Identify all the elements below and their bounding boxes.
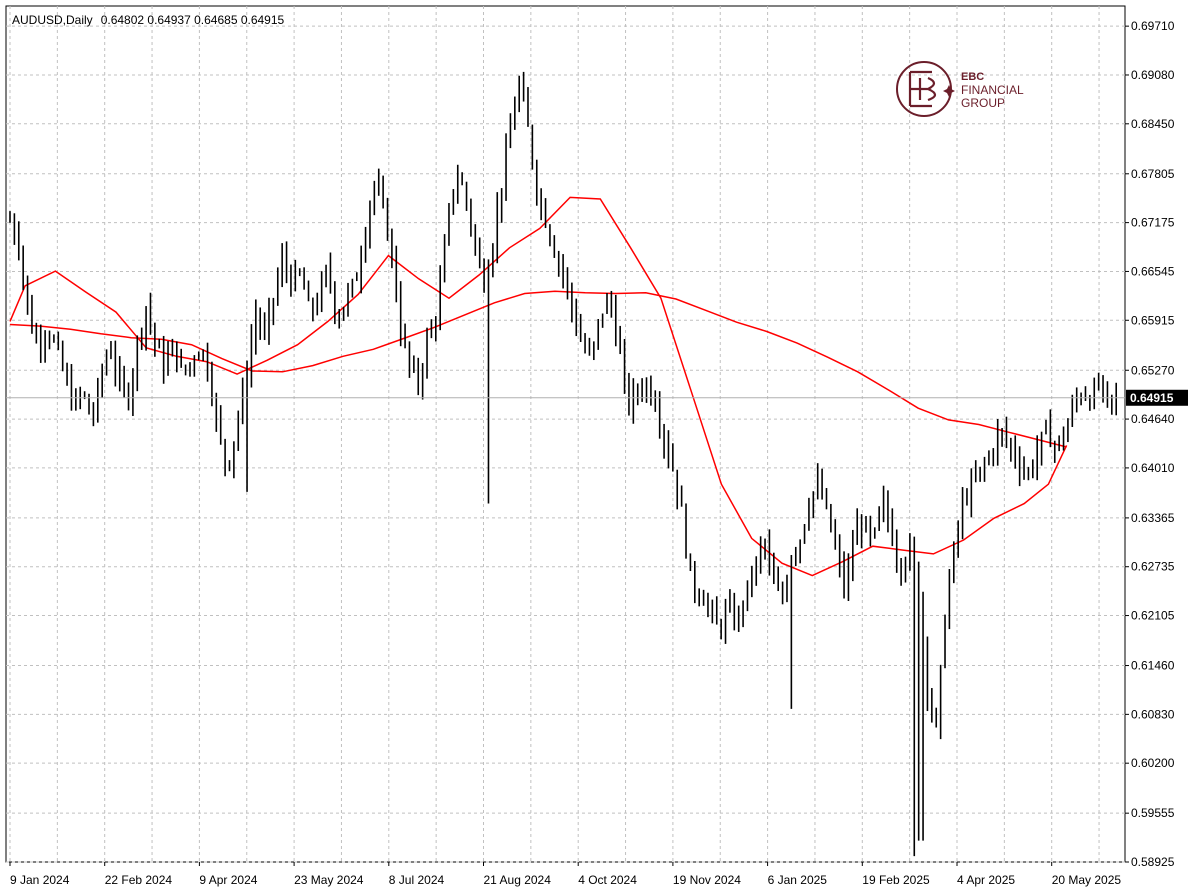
y-tick-label: 0.68450 [1131,117,1175,131]
x-tick-label: 19 Nov 2024 [673,873,741,887]
symbol-label: AUDUSD,Daily [12,13,93,27]
y-tick-label: 0.67175 [1131,216,1175,230]
y-tick-label: 0.60200 [1131,756,1175,770]
x-tick-label: 19 Feb 2025 [862,873,930,887]
current-price-tag [1126,389,1188,406]
logo-line-3: GROUP [961,96,1005,110]
logo-star-icon [943,85,955,97]
logo-line-2: FINANCIAL [961,83,1024,97]
y-tick-label: 0.58925 [1131,855,1175,869]
x-tick-label: 9 Jan 2024 [10,873,70,887]
y-tick-label: 0.64640 [1131,412,1175,426]
logo-eb-mark-icon [908,70,937,108]
y-tick-label: 0.67805 [1131,167,1175,181]
ohlc-values: 0.64802 0.64937 0.64685 0.64915 [101,13,285,27]
price-bars [9,71,1118,857]
y-tick-label: 0.61460 [1131,659,1175,673]
x-tick-label: 6 Jan 2025 [768,873,828,887]
y-tick-label: 0.60830 [1131,707,1175,721]
x-tick-label: 4 Apr 2025 [957,873,1015,887]
x-tick-label: 20 May 2025 [1052,873,1122,887]
y-tick-label: 0.66545 [1131,264,1175,278]
x-tick-label: 23 May 2024 [294,873,364,887]
y-tick-label: 0.65915 [1131,313,1175,327]
y-tick-label: 0.63365 [1131,511,1175,525]
x-tick-label: 21 Aug 2024 [484,873,552,887]
y-tick-label: 0.69080 [1131,68,1175,82]
y-tick-label: 0.62105 [1131,609,1175,623]
y-tick-label: 0.62735 [1131,560,1175,574]
x-tick-label: 9 Apr 2024 [199,873,257,887]
y-tick-label: 0.64010 [1131,461,1175,475]
x-tick-label: 4 Oct 2024 [578,873,637,887]
moving-average-line-1 [9,290,1067,448]
x-axis: 9 Jan 2024 22 Feb 2024 9 Apr 2024 23 May 20… [9,862,1122,887]
y-axis: 0.69710 0.69080 0.68450 0.67805 0.67175 0.665… [1125,19,1175,869]
current-price-label: 0.64915 [1130,391,1174,405]
plot-frame [5,5,1126,863]
ebc-logo: EBC FINANCIAL GROUP [896,61,1024,117]
chart-title: AUDUSD,Daily 0.64802 0.64937 0.64685 0.64… [12,13,285,27]
logo-line-1: EBC [961,71,984,83]
y-tick-label: 0.65270 [1131,363,1175,377]
grid [6,6,1125,863]
y-tick-label: 0.69710 [1131,19,1175,33]
y-tick-label: 0.59555 [1131,806,1175,820]
x-tick-label: 22 Feb 2024 [105,873,173,887]
x-tick-label: 8 Jul 2024 [389,873,445,887]
